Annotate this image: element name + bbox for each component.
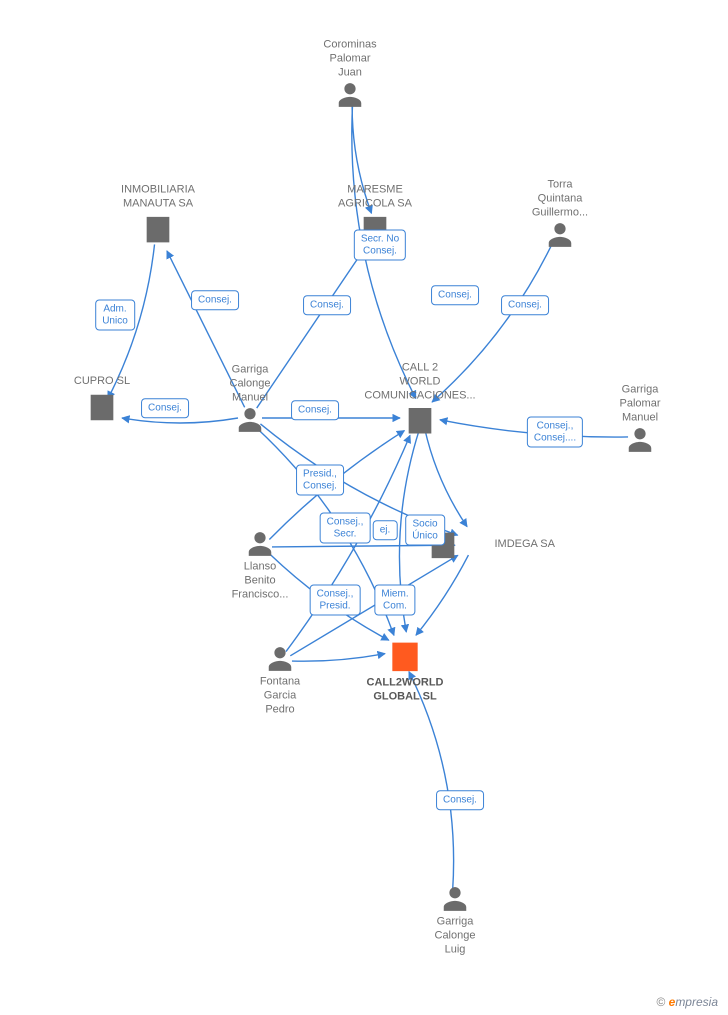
copyright-symbol: ©	[656, 995, 665, 1009]
edge-label: Socio Único	[405, 515, 445, 546]
node-label: CorominasPalomarJuan	[323, 38, 376, 78]
node-corominas[interactable]: CorominasPalomarJuan	[290, 38, 410, 111]
edge-label: Consej.	[501, 295, 549, 315]
node-label: IMDEGA SA	[494, 538, 555, 552]
network-diagram: CorominasPalomarJuan INMOBILIARIAMANAUTA…	[0, 0, 728, 1015]
edge-call2com-imdega	[425, 429, 467, 527]
edge-label: Consej., Secr.	[320, 513, 371, 544]
node-label: FontanaGarciaPedro	[260, 675, 300, 715]
edge-label: Consej.	[303, 295, 351, 315]
node-garriga_cl[interactable]: GarrigaCalongeLuig	[395, 883, 515, 956]
edges-layer	[0, 0, 728, 1015]
edge-label: Presid., Consej.	[296, 465, 344, 496]
watermark: © empresia	[656, 995, 718, 1009]
node-label: INMOBILIARIAMANAUTA SA	[121, 183, 195, 209]
edge-garriga_cl-c2w_global	[409, 672, 454, 891]
node-call2com[interactable]: CALL 2WORLDCOMUNICACIONES...	[360, 361, 480, 438]
edge-label: Consej., Presid.	[310, 585, 361, 616]
node-label: CALL2WORLDGLOBAL SL	[367, 676, 444, 702]
node-label: GarrigaCalongeLuig	[435, 915, 476, 955]
node-c2w_global[interactable]: CALL2WORLDGLOBAL SL	[345, 636, 465, 704]
node-label: CUPRO SL	[74, 375, 130, 387]
edge-label: Consej.	[141, 398, 189, 418]
node-garriga_pm[interactable]: GarrigaPalomarManuel	[580, 383, 700, 456]
node-fontana[interactable]: FontanaGarciaPedro	[220, 643, 340, 716]
node-llanso[interactable]: LlansoBenitoFrancisco...	[200, 528, 320, 601]
node-label: LlansoBenitoFrancisco...	[232, 560, 289, 600]
node-label: CALL 2WORLDCOMUNICACIONES...	[364, 361, 475, 401]
node-label: MARESMEAGRICOLA SA	[338, 183, 412, 209]
edge-label: Consej., Consej....	[527, 417, 583, 448]
node-torra[interactable]: TorraQuintanaGuillermo...	[500, 178, 620, 251]
edge-label: Consej.	[436, 790, 484, 810]
edge-label: Consej.	[291, 400, 339, 420]
node-inmobiliaria[interactable]: INMOBILIARIAMANAUTA SA	[98, 183, 218, 247]
edge-label: ej.	[373, 520, 398, 540]
edge-label: Miem. Com.	[374, 585, 415, 616]
edge-imdega-c2w_global	[416, 555, 468, 635]
node-label: GarrigaCalongeManuel	[230, 363, 271, 403]
edge-label: Secr. No Consej.	[354, 230, 406, 261]
brand-rest: mpresia	[675, 995, 718, 1009]
edge-label: Adm. Unico	[95, 300, 135, 331]
edge-label: Consej.	[191, 290, 239, 310]
node-label: GarrigaPalomarManuel	[620, 383, 661, 423]
node-label: TorraQuintanaGuillermo...	[532, 178, 588, 218]
edge-label: Consej.	[431, 285, 479, 305]
